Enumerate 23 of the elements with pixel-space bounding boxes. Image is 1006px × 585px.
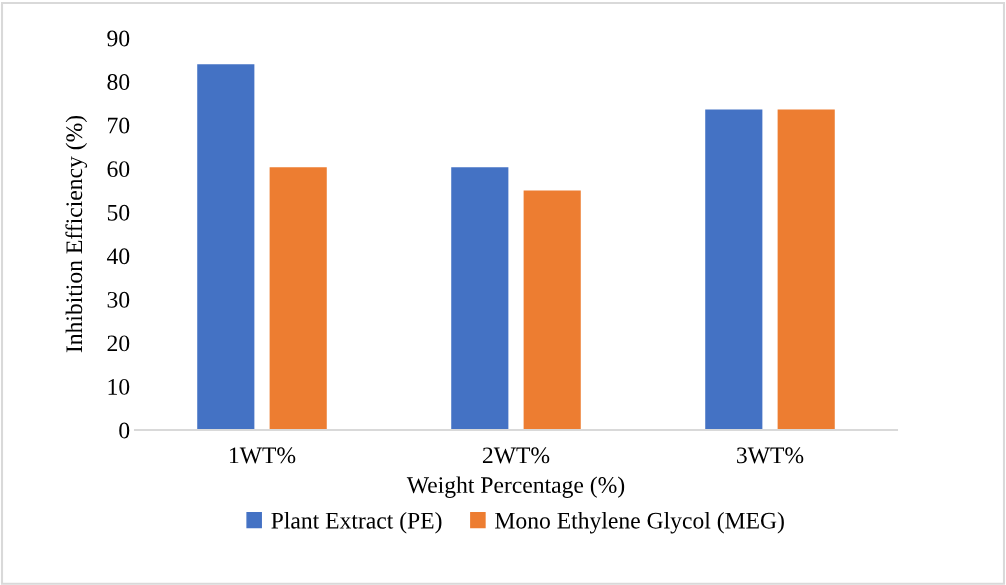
y-tick-label: 80 [107,74,130,90]
y-tick-label: 30 [107,291,130,308]
y-tick-label: 40 [106,248,130,265]
bar [197,64,255,430]
legend-label: Mono Ethylene Glycol (MEG) [495,512,784,534]
x-tick-label: 1WT% [229,447,296,464]
bar [269,167,327,430]
bar [451,167,509,430]
y-tick-label: 50 [107,204,130,221]
y-tick-label: 90 [107,30,130,47]
bar [523,190,581,430]
y-tick-label: 0 [119,422,130,439]
y-tick-label: 60 [107,161,130,178]
y-axis-title: Inhibition Efficiency (%) [65,115,88,353]
x-axis-title: Weight Percentage (%) [406,476,625,498]
y-tick-label: 10 [108,378,130,395]
x-tick-label: 3WT% [737,447,804,464]
legend-label: Plant Extract (PE) [271,512,442,534]
bar [705,109,763,430]
y-tick-label: 20 [107,335,130,352]
y-tick-label: 70 [108,117,130,134]
bar [777,109,835,430]
x-tick-label: 2WT% [482,447,550,464]
